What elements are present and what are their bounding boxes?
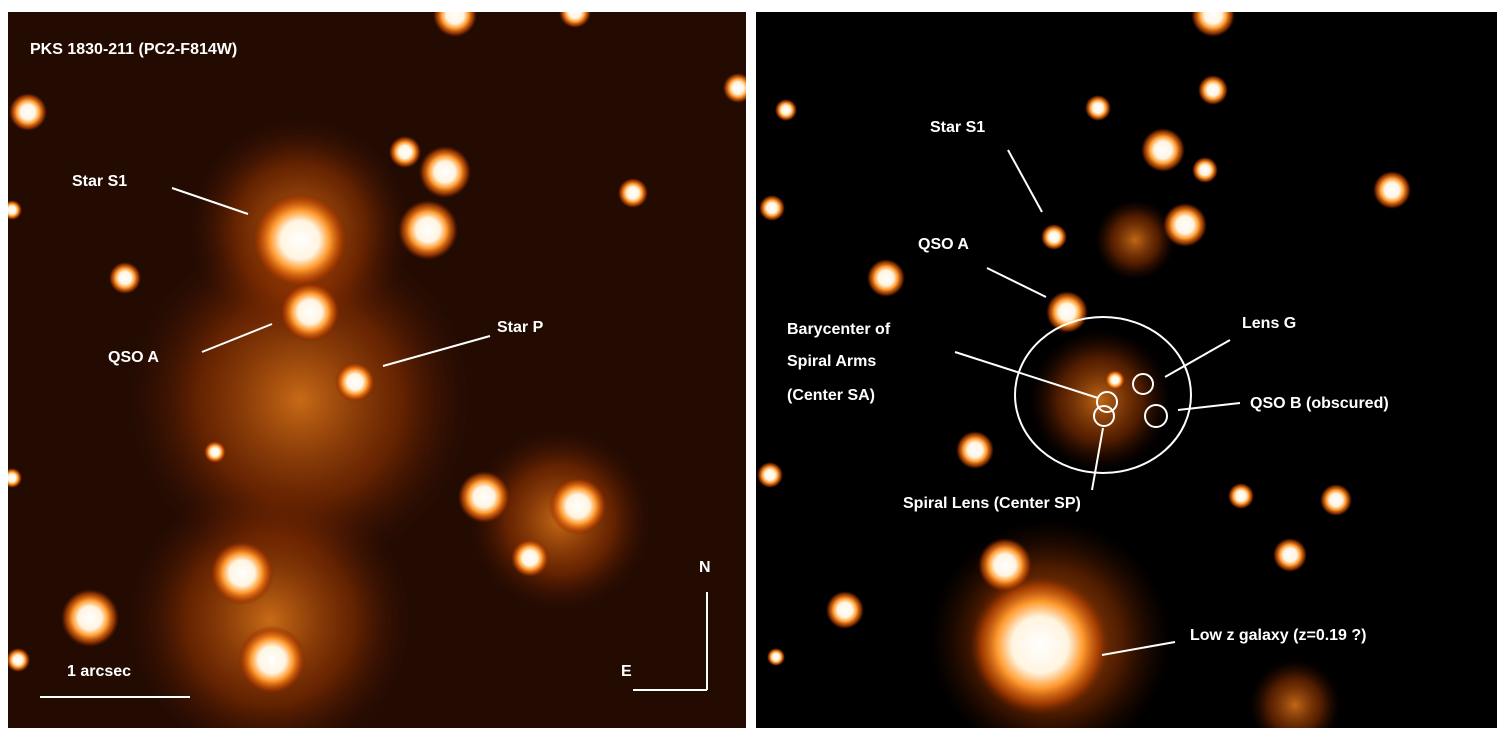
source [8, 648, 30, 672]
source [1105, 370, 1125, 390]
source [419, 146, 471, 198]
label: Barycenter of [787, 321, 891, 338]
label: Low z galaxy (z=0.19 ?) [1190, 627, 1367, 644]
source [130, 230, 470, 570]
source [1041, 224, 1067, 250]
scale-bar-label: 1 arcsec [67, 663, 131, 680]
label: Lens G [1242, 315, 1296, 332]
label: (Center SA) [787, 387, 875, 404]
source [1163, 203, 1207, 247]
left-panel [8, 12, 746, 728]
label: Spiral Arms [787, 353, 876, 370]
source [8, 200, 22, 220]
source [398, 200, 458, 260]
source [280, 282, 340, 342]
source [1030, 330, 1170, 470]
compass-east: E [621, 663, 632, 680]
source [1085, 95, 1111, 121]
source [1192, 157, 1218, 183]
source [8, 468, 22, 488]
source [335, 362, 375, 402]
source [1320, 484, 1352, 516]
source [759, 195, 785, 221]
panel-title: PKS 1830-211 (PC2-F814W) [30, 41, 237, 58]
right-annotations: Star S1 QSO A Barycenter of Spiral Arms … [787, 119, 1389, 656]
source [775, 99, 797, 121]
source [1141, 128, 1185, 172]
right-panel [756, 12, 1497, 728]
source [956, 431, 994, 469]
source [1095, 200, 1175, 280]
source [204, 441, 226, 463]
left-annotations: PKS 1830-211 (PC2-F814W) Star S1 QSO A S… [30, 41, 711, 698]
source [867, 259, 905, 297]
label: Spiral Lens (Center SP) [903, 495, 1081, 512]
source [559, 12, 591, 28]
source [238, 626, 306, 694]
source [723, 73, 746, 103]
source [549, 477, 607, 535]
source [978, 538, 1032, 592]
source [252, 192, 348, 288]
source [511, 539, 549, 577]
source [1198, 75, 1228, 105]
label: QSO B (obscured) [1250, 395, 1389, 412]
source [458, 471, 510, 523]
label: Star P [497, 319, 544, 336]
label: Star S1 [72, 173, 127, 190]
source [130, 480, 410, 728]
source [389, 136, 421, 168]
label: QSO A [918, 236, 969, 253]
source [1273, 538, 1307, 572]
source [757, 462, 783, 488]
source [433, 12, 477, 37]
label: QSO A [108, 349, 159, 366]
source [1250, 660, 1340, 728]
source [210, 541, 274, 605]
label: Star S1 [930, 119, 985, 136]
source [109, 262, 141, 294]
source [9, 93, 47, 131]
source [1373, 171, 1411, 209]
source [1228, 483, 1254, 509]
source [1191, 12, 1235, 37]
source [618, 178, 648, 208]
source [970, 575, 1110, 715]
source [767, 648, 785, 666]
source [61, 589, 119, 647]
compass-north: N [699, 559, 711, 576]
source [1046, 291, 1088, 333]
source [826, 591, 864, 629]
